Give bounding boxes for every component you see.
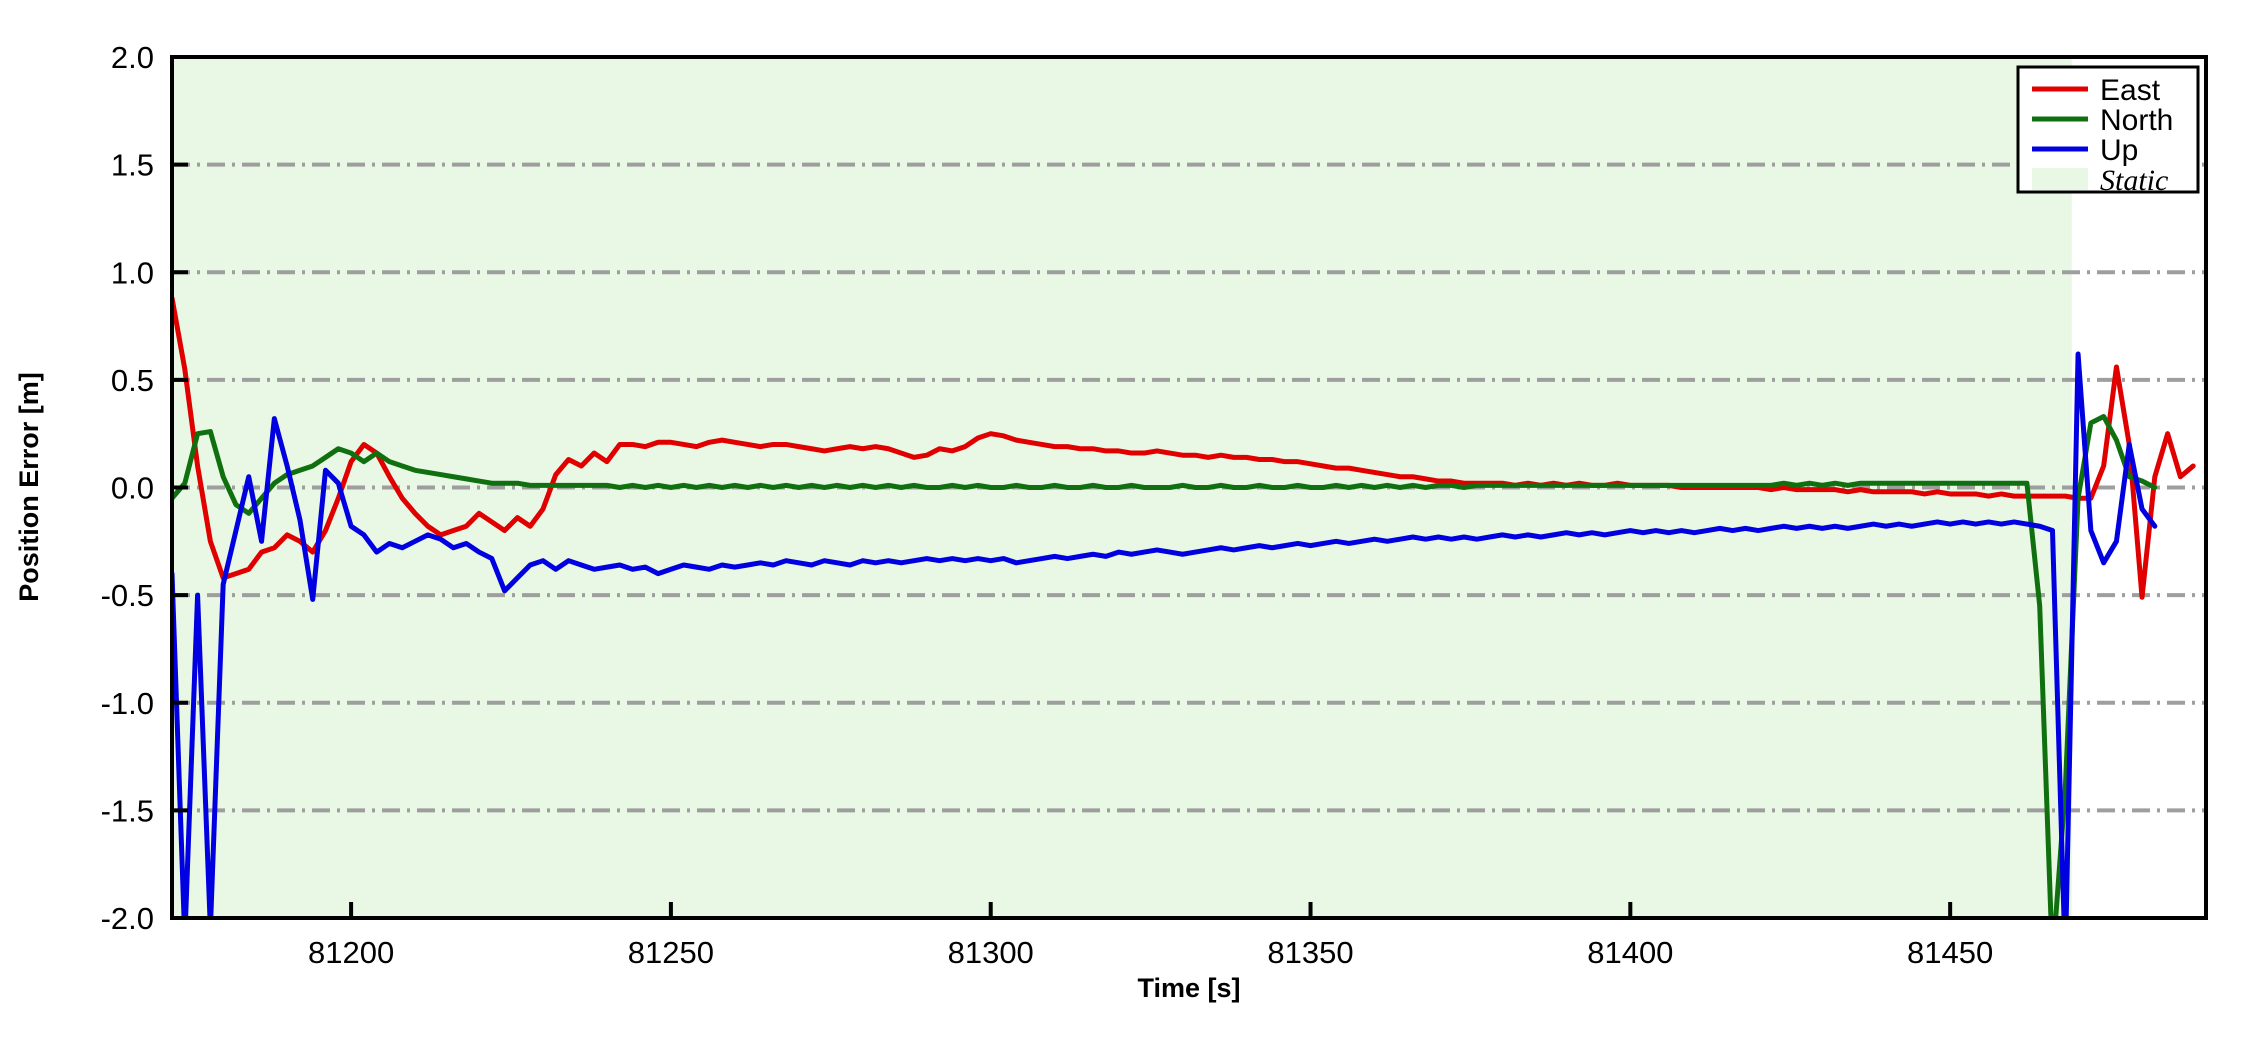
axis-ticks xyxy=(172,55,1953,920)
x-tick-labels: 81200 81250 81300 81350 81400 81450 xyxy=(308,935,1993,970)
y-axis-title: Position Error [m] xyxy=(14,372,44,602)
x-tick-label: 81450 xyxy=(1907,935,1993,970)
y-tick-label: 1.0 xyxy=(111,255,154,290)
y-tick-label: 0.5 xyxy=(111,363,154,398)
x-tick-label: 81200 xyxy=(308,935,394,970)
legend-swatch-static xyxy=(2032,168,2088,190)
data-series-group xyxy=(172,295,2196,918)
y-tick-label: -0.5 xyxy=(101,578,154,613)
x-tick-label: 81300 xyxy=(948,935,1034,970)
series-line-north xyxy=(172,413,2158,918)
y-tick-label: 0.0 xyxy=(111,471,154,506)
legend-label-east: East xyxy=(2100,74,2161,107)
series-line-up xyxy=(172,351,2158,918)
legend-label-up: Up xyxy=(2100,134,2138,167)
y-tick-label: -2.0 xyxy=(101,901,154,936)
legend-label-static: Static xyxy=(2100,164,2168,197)
x-axis-title: Time [s] xyxy=(1137,973,1240,1003)
y-tick-label: -1.5 xyxy=(101,793,154,828)
y-tick-label: 2.0 xyxy=(111,40,154,75)
x-tick-label: 81400 xyxy=(1587,935,1673,970)
grid-lines xyxy=(172,162,2206,813)
x-tick-label: 81350 xyxy=(1267,935,1353,970)
y-tick-label: 1.5 xyxy=(111,148,154,183)
x-tick-label: 81250 xyxy=(628,935,714,970)
series-line-east xyxy=(172,295,2196,600)
y-tick-label: -1.0 xyxy=(101,686,154,721)
y-tick-labels: -2.0 -1.5 -1.0 -0.5 0.0 0.5 1.0 1.5 2.0 xyxy=(101,40,154,936)
legend-label-north: North xyxy=(2100,104,2173,137)
